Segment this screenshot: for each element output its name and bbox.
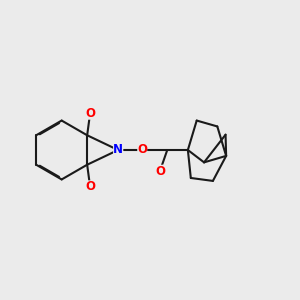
Text: O: O — [155, 165, 165, 178]
Text: O: O — [85, 180, 95, 193]
Text: N: N — [113, 143, 123, 157]
Text: O: O — [137, 143, 147, 157]
Text: O: O — [85, 107, 95, 120]
